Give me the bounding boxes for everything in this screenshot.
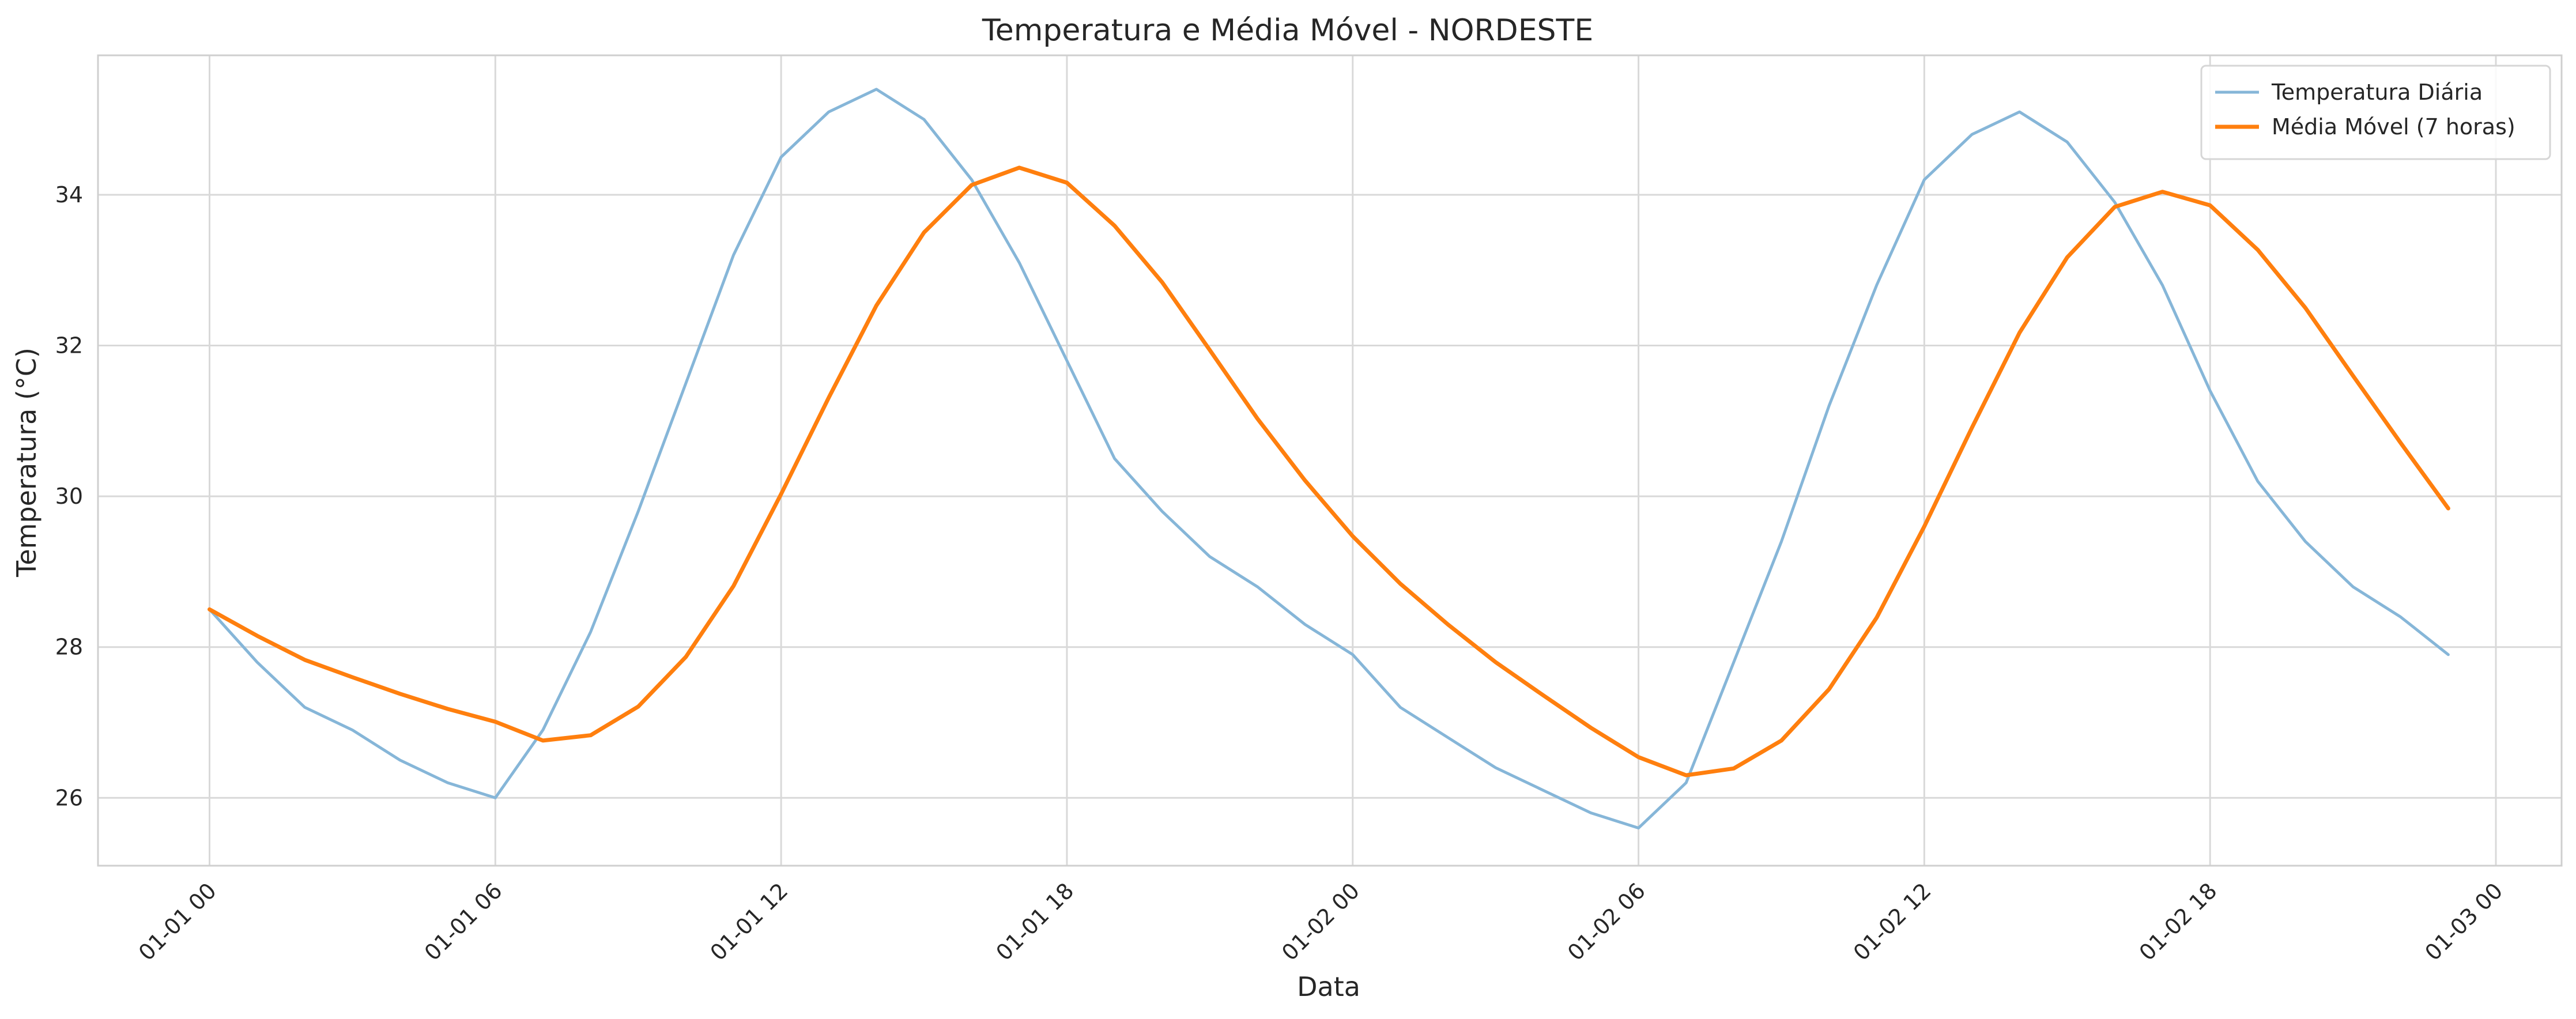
legend-box xyxy=(2200,65,2551,160)
y-axis-ticks: 26 28 30 32 34 xyxy=(55,182,83,810)
legend: Temperatura Diária Média Móvel (7 horas) xyxy=(2200,65,2551,160)
x-axis-label: Data xyxy=(1297,971,1360,1002)
y-axis-label: Temperatura (°C) xyxy=(11,348,42,578)
y-tick-label: 26 xyxy=(55,785,83,810)
y-tick-label: 30 xyxy=(55,484,83,509)
series-line-2 xyxy=(208,165,2450,778)
plot-area-frame xyxy=(97,54,2563,867)
y-tick-label: 28 xyxy=(55,635,83,660)
y-tick-label: 34 xyxy=(55,182,83,207)
legend-label: Temperatura Diária xyxy=(2271,80,2483,105)
y-tick-label: 32 xyxy=(55,333,83,358)
series-line-1 xyxy=(208,88,2450,830)
series-layer xyxy=(208,88,2450,830)
grid xyxy=(98,55,2562,866)
legend-label: Média Móvel (7 horas) xyxy=(2272,114,2515,139)
chart-title: Temperatura e Média Móvel - NORDESTE xyxy=(982,13,1593,48)
